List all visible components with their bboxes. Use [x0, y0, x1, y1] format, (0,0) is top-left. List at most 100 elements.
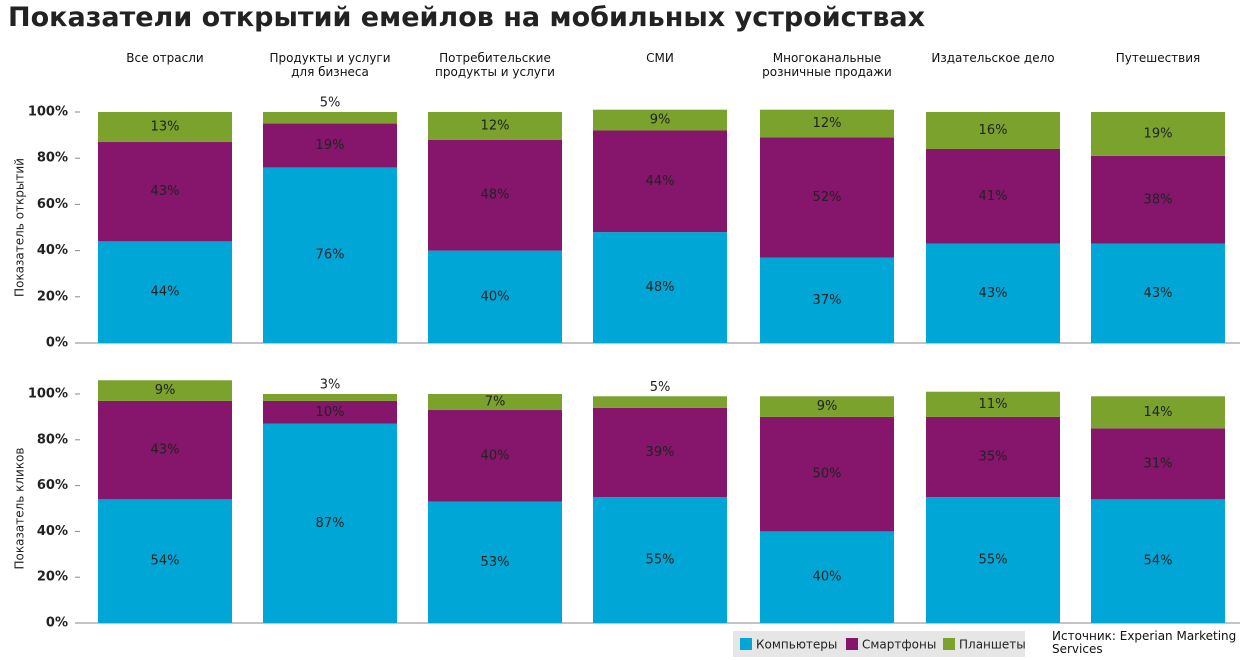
data-label: 19% — [316, 138, 345, 153]
bar-segment — [98, 112, 232, 143]
bar-segment — [760, 396, 894, 417]
y-axis-label: Показатель открытий — [13, 158, 27, 297]
bar-segment — [98, 241, 232, 343]
y-tick-label: 60% — [37, 478, 68, 493]
legend-label: Планшеты — [959, 638, 1026, 652]
bar-segment — [263, 394, 397, 401]
bar-segment — [926, 497, 1060, 623]
bar-segment — [263, 112, 397, 124]
bar-segment — [1091, 243, 1225, 343]
data-label: 54% — [1144, 554, 1173, 569]
y-tick-label: 20% — [37, 289, 68, 304]
y-tick-label: 100% — [28, 105, 68, 120]
data-label: 37% — [813, 293, 842, 308]
bar-segment — [593, 232, 727, 343]
y-tick-label: 40% — [37, 524, 68, 539]
bar-segment — [593, 407, 727, 498]
data-label: 41% — [979, 189, 1008, 204]
y-tick-label: 20% — [37, 570, 68, 585]
source-note: Источник: Experian Marketing Services — [1052, 629, 1237, 656]
data-label: 55% — [646, 553, 675, 568]
data-label: 35% — [979, 449, 1008, 464]
bar-segment — [428, 501, 562, 623]
data-label: 14% — [1144, 405, 1173, 420]
bar-segment — [760, 531, 894, 623]
y-tick-label: 0% — [46, 616, 68, 631]
data-label: 13% — [151, 120, 180, 135]
bar-segment — [428, 250, 562, 343]
bar-segment — [428, 112, 562, 140]
bar-segment — [1091, 428, 1225, 500]
data-label: 7% — [485, 395, 506, 410]
y-tick-label: 60% — [37, 197, 68, 212]
data-label: 16% — [979, 123, 1008, 138]
data-label: 39% — [646, 445, 675, 460]
y-tick-label: 100% — [28, 387, 68, 402]
data-label: 12% — [481, 118, 510, 133]
bar-segment — [593, 497, 727, 623]
data-label: 12% — [813, 116, 842, 131]
bar-segment — [593, 109, 727, 131]
bar-segment — [593, 396, 727, 408]
data-label: 10% — [316, 405, 345, 420]
data-label: 53% — [481, 555, 510, 570]
bar-segment — [1091, 155, 1225, 244]
x-tick-label: Потребительские продукты и услуги — [435, 51, 555, 79]
bar-segment — [926, 391, 1060, 417]
data-label: 44% — [151, 285, 180, 300]
data-label: 43% — [151, 184, 180, 199]
data-label: 44% — [646, 174, 675, 189]
data-label: 5% — [650, 380, 671, 395]
data-label: 43% — [151, 443, 180, 458]
data-label: 54% — [151, 554, 180, 569]
data-label: 31% — [1144, 456, 1173, 471]
data-label: 11% — [979, 397, 1008, 412]
x-tick-label: СМИ — [646, 51, 674, 65]
bar-segment — [926, 148, 1060, 244]
x-tick-label: Продукты и услуги для бизнеса — [269, 51, 391, 79]
bar-segment — [263, 123, 397, 168]
bar-segment — [98, 380, 232, 401]
data-label: 40% — [813, 570, 842, 585]
y-tick-label: 0% — [46, 336, 68, 351]
bar-segment — [926, 112, 1060, 149]
data-label: 48% — [481, 188, 510, 203]
bar-segment — [428, 394, 562, 411]
y-tick-label: 40% — [37, 243, 68, 258]
y-tick-label: 80% — [37, 432, 68, 447]
data-label: 52% — [813, 190, 842, 205]
bar-segment — [1091, 396, 1225, 429]
bar-segment — [760, 137, 894, 258]
data-label: 87% — [316, 516, 345, 531]
legend-label: Компьютеры — [756, 638, 837, 652]
x-tick-label: Все отрасли — [126, 51, 204, 65]
data-label: 40% — [481, 289, 510, 304]
legend-swatch — [740, 638, 752, 650]
bar-segment — [593, 130, 727, 233]
x-tick-label: Многоканальные розничные продажи — [762, 51, 892, 79]
data-label: 48% — [646, 280, 675, 295]
bar-segment — [263, 400, 397, 424]
legend-label: Смартфоны — [862, 638, 936, 652]
bar-segment — [1091, 499, 1225, 623]
data-label: 3% — [320, 378, 341, 393]
bar-segment — [263, 423, 397, 623]
bar-segment — [98, 142, 232, 242]
data-label: 40% — [481, 448, 510, 463]
bar-segment — [926, 416, 1060, 498]
bar-segment — [760, 416, 894, 532]
data-label: 19% — [1144, 126, 1173, 141]
x-tick-label: Путешествия — [1115, 51, 1201, 65]
data-label: 55% — [979, 553, 1008, 568]
legend-swatch — [943, 638, 955, 650]
bar-segment — [760, 257, 894, 343]
data-label: 43% — [979, 286, 1008, 301]
data-label: 9% — [155, 383, 176, 398]
data-label: 43% — [1144, 286, 1173, 301]
bar-segment — [1091, 112, 1225, 156]
bar-segment — [428, 139, 562, 251]
chart-title: Показатели открытий емейлов на мобильных… — [8, 2, 926, 33]
y-tick-label: 80% — [37, 151, 68, 166]
data-label: 50% — [813, 467, 842, 482]
